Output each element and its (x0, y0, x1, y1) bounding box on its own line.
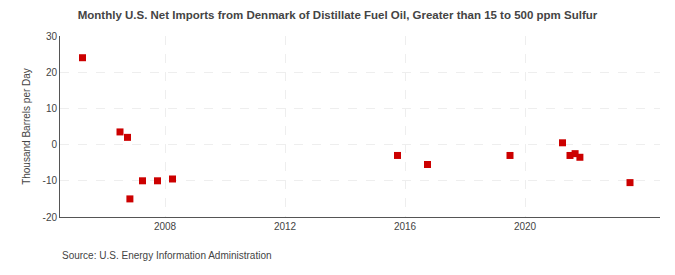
svg-text:Thousand Barrels per Day: Thousand Barrels per Day (21, 68, 32, 185)
svg-text:30: 30 (46, 31, 58, 42)
svg-text:0: 0 (51, 139, 57, 150)
svg-text:2020: 2020 (514, 221, 537, 232)
svg-text:Monthly U.S. Net Imports from: Monthly U.S. Net Imports from Denmark of… (78, 9, 598, 21)
svg-text:20: 20 (46, 67, 58, 78)
svg-text:2016: 2016 (394, 221, 417, 232)
svg-text:Source: U.S. Energy Informatio: Source: U.S. Energy Information Administ… (62, 250, 272, 261)
svg-text:-20: -20 (43, 212, 58, 223)
svg-text:-10: -10 (43, 175, 58, 186)
svg-text:2008: 2008 (154, 221, 177, 232)
svg-text:2012: 2012 (274, 221, 297, 232)
svg-text:10: 10 (46, 103, 58, 114)
